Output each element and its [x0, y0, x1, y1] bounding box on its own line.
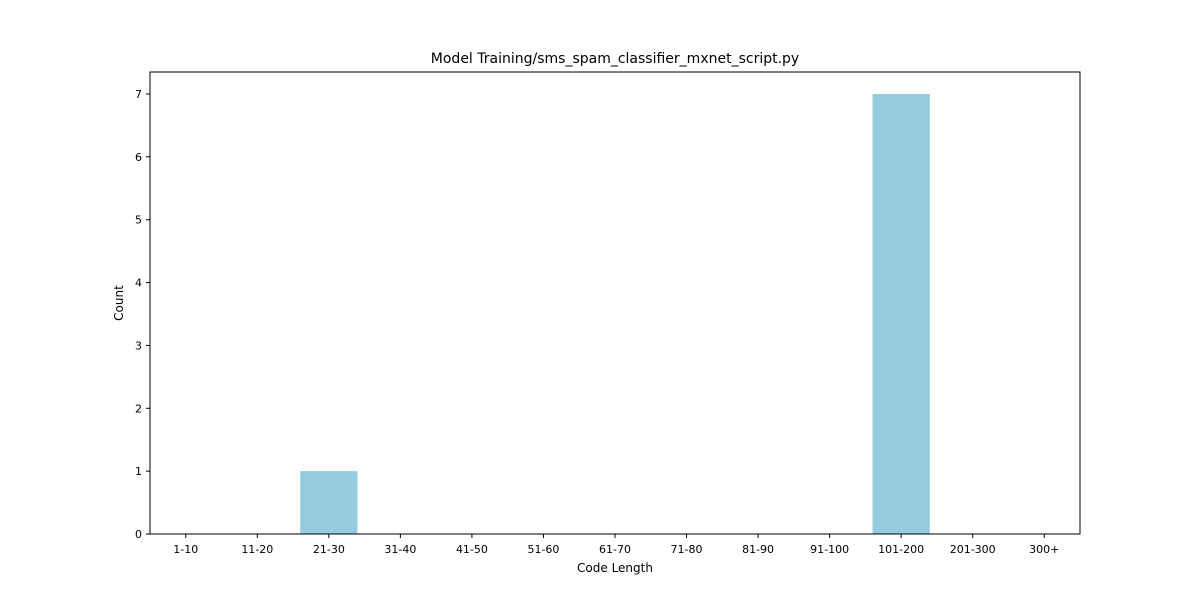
x-tick-label: 71-80 — [671, 543, 703, 556]
x-tick-label: 61-70 — [599, 543, 631, 556]
x-tick-label: 300+ — [1029, 543, 1059, 556]
y-tick-label: 1 — [135, 465, 142, 478]
x-tick-label: 41-50 — [456, 543, 488, 556]
chart-title: Model Training/sms_spam_classifier_mxnet… — [431, 51, 799, 67]
y-tick-label: 0 — [135, 528, 142, 541]
x-tick-label: 31-40 — [384, 543, 416, 556]
x-tick-label: 91-100 — [810, 543, 849, 556]
x-axis-label: Code Length — [577, 561, 653, 575]
y-tick-label: 2 — [135, 402, 142, 415]
x-tick-label: 1-10 — [173, 543, 198, 556]
y-tick-label: 6 — [135, 151, 142, 164]
x-axis: 1-10 11-20 21-30 31-40 41-50 51-60 61-70 71-80 8… — [173, 534, 1059, 556]
y-tick-label: 3 — [135, 339, 142, 352]
plot-frame — [149, 71, 1081, 535]
x-tick-label: 101-200 — [878, 543, 924, 556]
y-tick-label: 7 — [135, 88, 142, 101]
y-tick-label: 5 — [135, 214, 142, 227]
x-tick-label: 11-20 — [241, 543, 273, 556]
x-tick-label: 81-90 — [742, 543, 774, 556]
y-axis: 0 1 2 3 4 5 6 7 — [135, 88, 150, 541]
y-axis-label: Count — [112, 285, 126, 321]
bars-group — [300, 94, 930, 534]
x-tick-label: 51-60 — [527, 543, 559, 556]
x-tick-label: 21-30 — [313, 543, 345, 556]
bar-101-200 — [872, 94, 930, 534]
bar-21-30 — [300, 471, 358, 534]
x-tick-label: 201-300 — [950, 543, 996, 556]
y-tick-label: 4 — [135, 277, 142, 290]
